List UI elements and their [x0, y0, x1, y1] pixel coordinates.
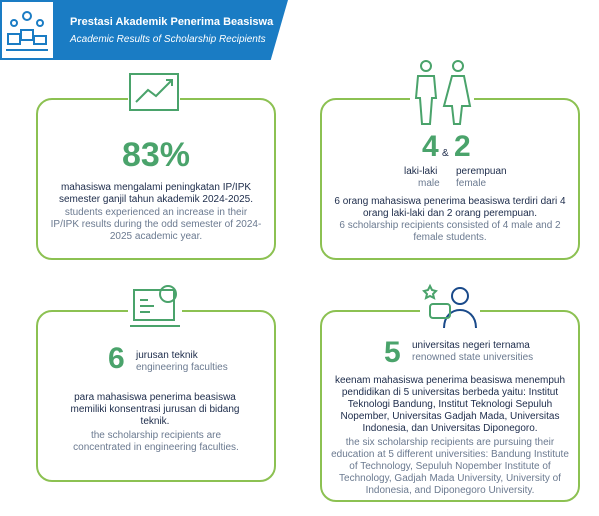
text-id: keenam mahasiswa penerima beasiswa menem… — [334, 375, 566, 434]
label-id: universitas negeri ternama — [412, 340, 530, 351]
label-en: engineering faculties — [136, 362, 228, 373]
growth-icon — [128, 72, 180, 114]
text-en: students experienced an increase in thei… — [50, 207, 262, 242]
student-icon — [420, 282, 480, 332]
female-label-en: female — [456, 178, 487, 189]
header-title: Prestasi Akademik Penerima Beasiswa — [70, 16, 274, 28]
figure: 6 — [108, 342, 125, 375]
header-subtitle: Academic Results of Scholarship Recipien… — [70, 34, 266, 45]
figure: 5 — [384, 336, 401, 369]
text-id: para mahasiswa penerima beasiswa memilik… — [70, 392, 240, 427]
female-label-id: perempuan — [456, 166, 507, 177]
text-en: the six scholarship recipients are pursu… — [331, 437, 569, 496]
label-en: renowned state universities — [412, 352, 534, 363]
text-id: mahasiswa mengalami peningkatan IP/IPK s… — [58, 182, 253, 205]
header-icon — [6, 11, 48, 51]
text-en: the scholarship recipients are concentra… — [73, 430, 239, 453]
male-number: 4 — [422, 130, 439, 163]
text-en: 6 scholarship recipients consisted of 4 … — [339, 220, 561, 243]
label-id: jurusan teknik — [136, 350, 198, 361]
text-id: 6 orang mahasiswa penerima beasiswa terd… — [334, 196, 566, 219]
people-icon — [410, 58, 474, 128]
female-number: 2 — [454, 130, 471, 163]
laptop-icon — [128, 282, 182, 334]
connector: & — [442, 148, 449, 159]
male-label-en: male — [418, 178, 440, 189]
male-label-id: laki-laki — [404, 166, 438, 177]
figure: 83% — [121, 136, 191, 174]
